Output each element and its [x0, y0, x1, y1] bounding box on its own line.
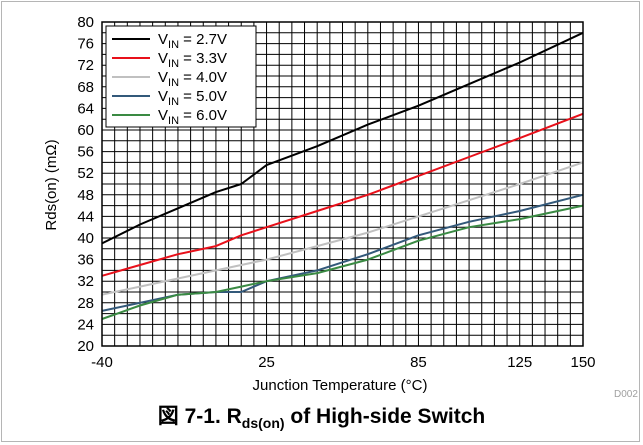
x-tick-label: 85 — [410, 354, 427, 371]
y-tick-label: 24 — [77, 316, 94, 333]
x-tick-label: 25 — [258, 354, 275, 371]
y-tick-label: 80 — [77, 14, 94, 31]
y-tick-labels: 20 24 28 32 36 40 44 48 52 56 60 64 68 72 76 80 — [77, 14, 94, 355]
y-tick-label: 72 — [77, 57, 94, 74]
y-tick-label: 76 — [77, 36, 94, 53]
series-line-3 — [101, 161, 584, 296]
caption-prefix: 図 7-1. R — [157, 405, 242, 428]
y-tick-label: 56 — [77, 144, 94, 161]
y-tick-label: 68 — [77, 79, 94, 96]
legend-entry: VIN = 2.7V — [158, 31, 227, 51]
y-tick-label: 44 — [77, 208, 94, 225]
x-tick-label: 150 — [570, 354, 595, 371]
legend-entry: VIN = 3.3V — [158, 50, 227, 70]
legend-entry: VIN = 6.0V — [158, 107, 227, 127]
rds-on-chart: 20 24 28 32 36 40 44 48 52 56 60 64 68 72 76 80 -40 25 85… — [43, 14, 638, 400]
caption-subscript: ds(on) — [241, 415, 285, 431]
legend-entry: VIN = 5.0V — [158, 88, 227, 108]
x-tick-label: 125 — [507, 354, 532, 371]
x-tick-labels: -40 25 85 125 150 — [91, 354, 595, 371]
legend-entry: VIN = 4.0V — [158, 69, 227, 89]
figure-code: D002 — [614, 389, 638, 400]
x-tick-label: -40 — [91, 354, 113, 371]
chart-series — [101, 31, 584, 320]
y-tick-label: 32 — [77, 273, 94, 290]
series-line-2 — [101, 112, 584, 277]
figure-caption: 図 7-1. Rds(on) of High-side Switch — [0, 400, 643, 431]
series-line-5 — [101, 204, 584, 320]
x-axis-title: Junction Temperature (°C) — [253, 377, 428, 394]
y-tick-label: 52 — [77, 165, 94, 182]
y-tick-label: 60 — [77, 122, 94, 139]
y-tick-label: 64 — [77, 100, 94, 117]
y-axis-title: Rds(on) (mΩ) — [43, 139, 60, 230]
y-tick-label: 28 — [77, 295, 94, 312]
y-tick-label: 20 — [77, 338, 94, 355]
caption-suffix: of High-side Switch — [284, 405, 486, 428]
y-tick-label: 40 — [77, 230, 94, 247]
series-line-1 — [101, 31, 584, 245]
y-tick-label: 48 — [77, 187, 94, 204]
plot-border — [101, 21, 584, 347]
y-tick-label: 36 — [77, 252, 94, 269]
